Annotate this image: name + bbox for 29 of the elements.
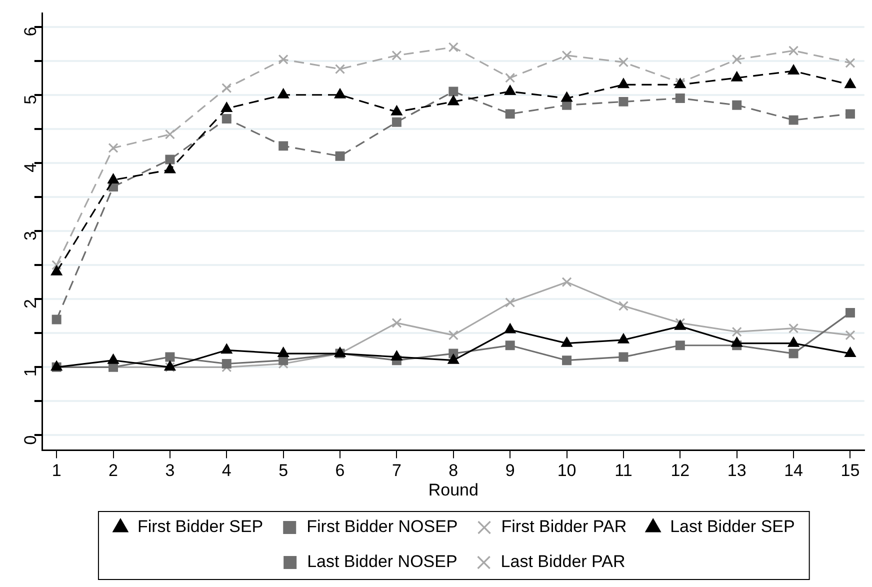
x-tick-label: 10 xyxy=(557,461,576,480)
y-tick-label: 6 xyxy=(21,26,40,36)
x-tick-label: 7 xyxy=(392,461,402,480)
x-tick-label: 11 xyxy=(614,461,632,480)
x-tick-label: 3 xyxy=(165,461,175,480)
x-tick-label: 12 xyxy=(670,461,690,480)
legend-label: Last Bidder PAR xyxy=(500,552,626,572)
x-tick-label: 14 xyxy=(784,461,803,480)
x-tick-label: 8 xyxy=(448,461,458,480)
x-tick-label: 15 xyxy=(840,461,860,480)
legend-label: Last Bidder SEP xyxy=(670,517,795,536)
y-tick-label: 3 xyxy=(21,231,40,240)
y-tick-label: 2 xyxy=(21,299,40,309)
x-tick-label: 5 xyxy=(278,461,288,480)
y-tick-label: 5 xyxy=(21,94,40,104)
x-tick-label: 9 xyxy=(505,461,515,480)
x-tick-label: 4 xyxy=(222,461,232,480)
x-axis-title: Round xyxy=(428,480,478,500)
y-tick-label: 0 xyxy=(21,435,40,445)
y-tick-label: 4 xyxy=(21,162,40,172)
x-tick-label: 13 xyxy=(727,461,746,480)
legend-label: Last Bidder NOSEP xyxy=(307,552,458,572)
y-tick-label: 1 xyxy=(21,367,40,377)
x-tick-label: 2 xyxy=(108,461,118,480)
legend-label: First Bidder NOSEP xyxy=(306,517,458,536)
legend-label: First Bidder SEP xyxy=(137,517,264,536)
x-tick-label: 6 xyxy=(335,461,345,480)
legend-label: First Bidder PAR xyxy=(501,517,627,536)
x-tick-label: 1 xyxy=(52,461,62,480)
